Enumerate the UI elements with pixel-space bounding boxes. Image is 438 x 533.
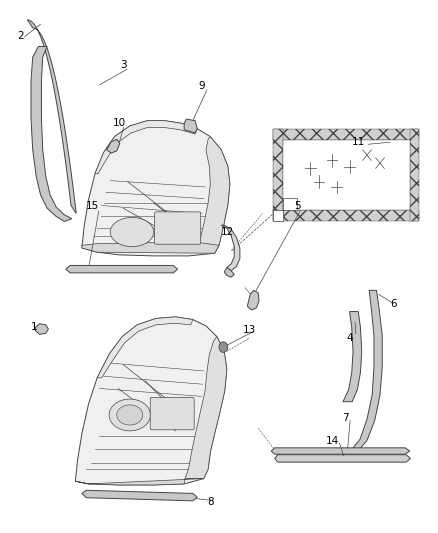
- Polygon shape: [410, 128, 419, 221]
- Text: 8: 8: [207, 497, 214, 507]
- Text: 6: 6: [390, 298, 396, 309]
- Ellipse shape: [117, 405, 143, 425]
- Polygon shape: [66, 265, 178, 273]
- Polygon shape: [97, 317, 193, 378]
- Polygon shape: [221, 225, 240, 271]
- Polygon shape: [82, 120, 230, 256]
- Polygon shape: [28, 20, 76, 214]
- Text: 13: 13: [243, 325, 256, 335]
- Polygon shape: [247, 290, 259, 310]
- Text: 1: 1: [31, 322, 37, 333]
- Polygon shape: [35, 324, 48, 334]
- Ellipse shape: [110, 217, 154, 247]
- Polygon shape: [75, 317, 227, 485]
- Polygon shape: [283, 140, 410, 210]
- Polygon shape: [31, 46, 72, 221]
- Polygon shape: [184, 119, 197, 133]
- Text: 3: 3: [120, 60, 127, 70]
- Ellipse shape: [109, 399, 150, 431]
- Text: 4: 4: [346, 333, 353, 343]
- Polygon shape: [275, 455, 410, 462]
- Polygon shape: [224, 268, 234, 277]
- Polygon shape: [273, 198, 297, 221]
- Text: 2: 2: [18, 31, 24, 41]
- Polygon shape: [75, 479, 204, 485]
- Polygon shape: [343, 312, 362, 402]
- Text: 10: 10: [112, 118, 125, 128]
- Polygon shape: [185, 336, 227, 479]
- Polygon shape: [273, 210, 419, 221]
- Polygon shape: [273, 128, 283, 221]
- Text: 5: 5: [294, 200, 300, 211]
- Polygon shape: [339, 290, 382, 458]
- Text: 11: 11: [352, 137, 365, 147]
- Polygon shape: [95, 120, 197, 174]
- FancyBboxPatch shape: [155, 212, 201, 244]
- Text: 9: 9: [198, 81, 205, 91]
- Text: 14: 14: [325, 437, 339, 447]
- Polygon shape: [199, 136, 230, 253]
- Polygon shape: [273, 128, 419, 140]
- Circle shape: [219, 342, 228, 352]
- FancyBboxPatch shape: [150, 398, 194, 430]
- Polygon shape: [82, 490, 197, 501]
- Text: 15: 15: [86, 200, 99, 211]
- Polygon shape: [107, 139, 120, 153]
- Text: 12: 12: [221, 227, 234, 237]
- Polygon shape: [82, 243, 219, 253]
- Polygon shape: [271, 448, 410, 454]
- Text: 7: 7: [342, 413, 349, 423]
